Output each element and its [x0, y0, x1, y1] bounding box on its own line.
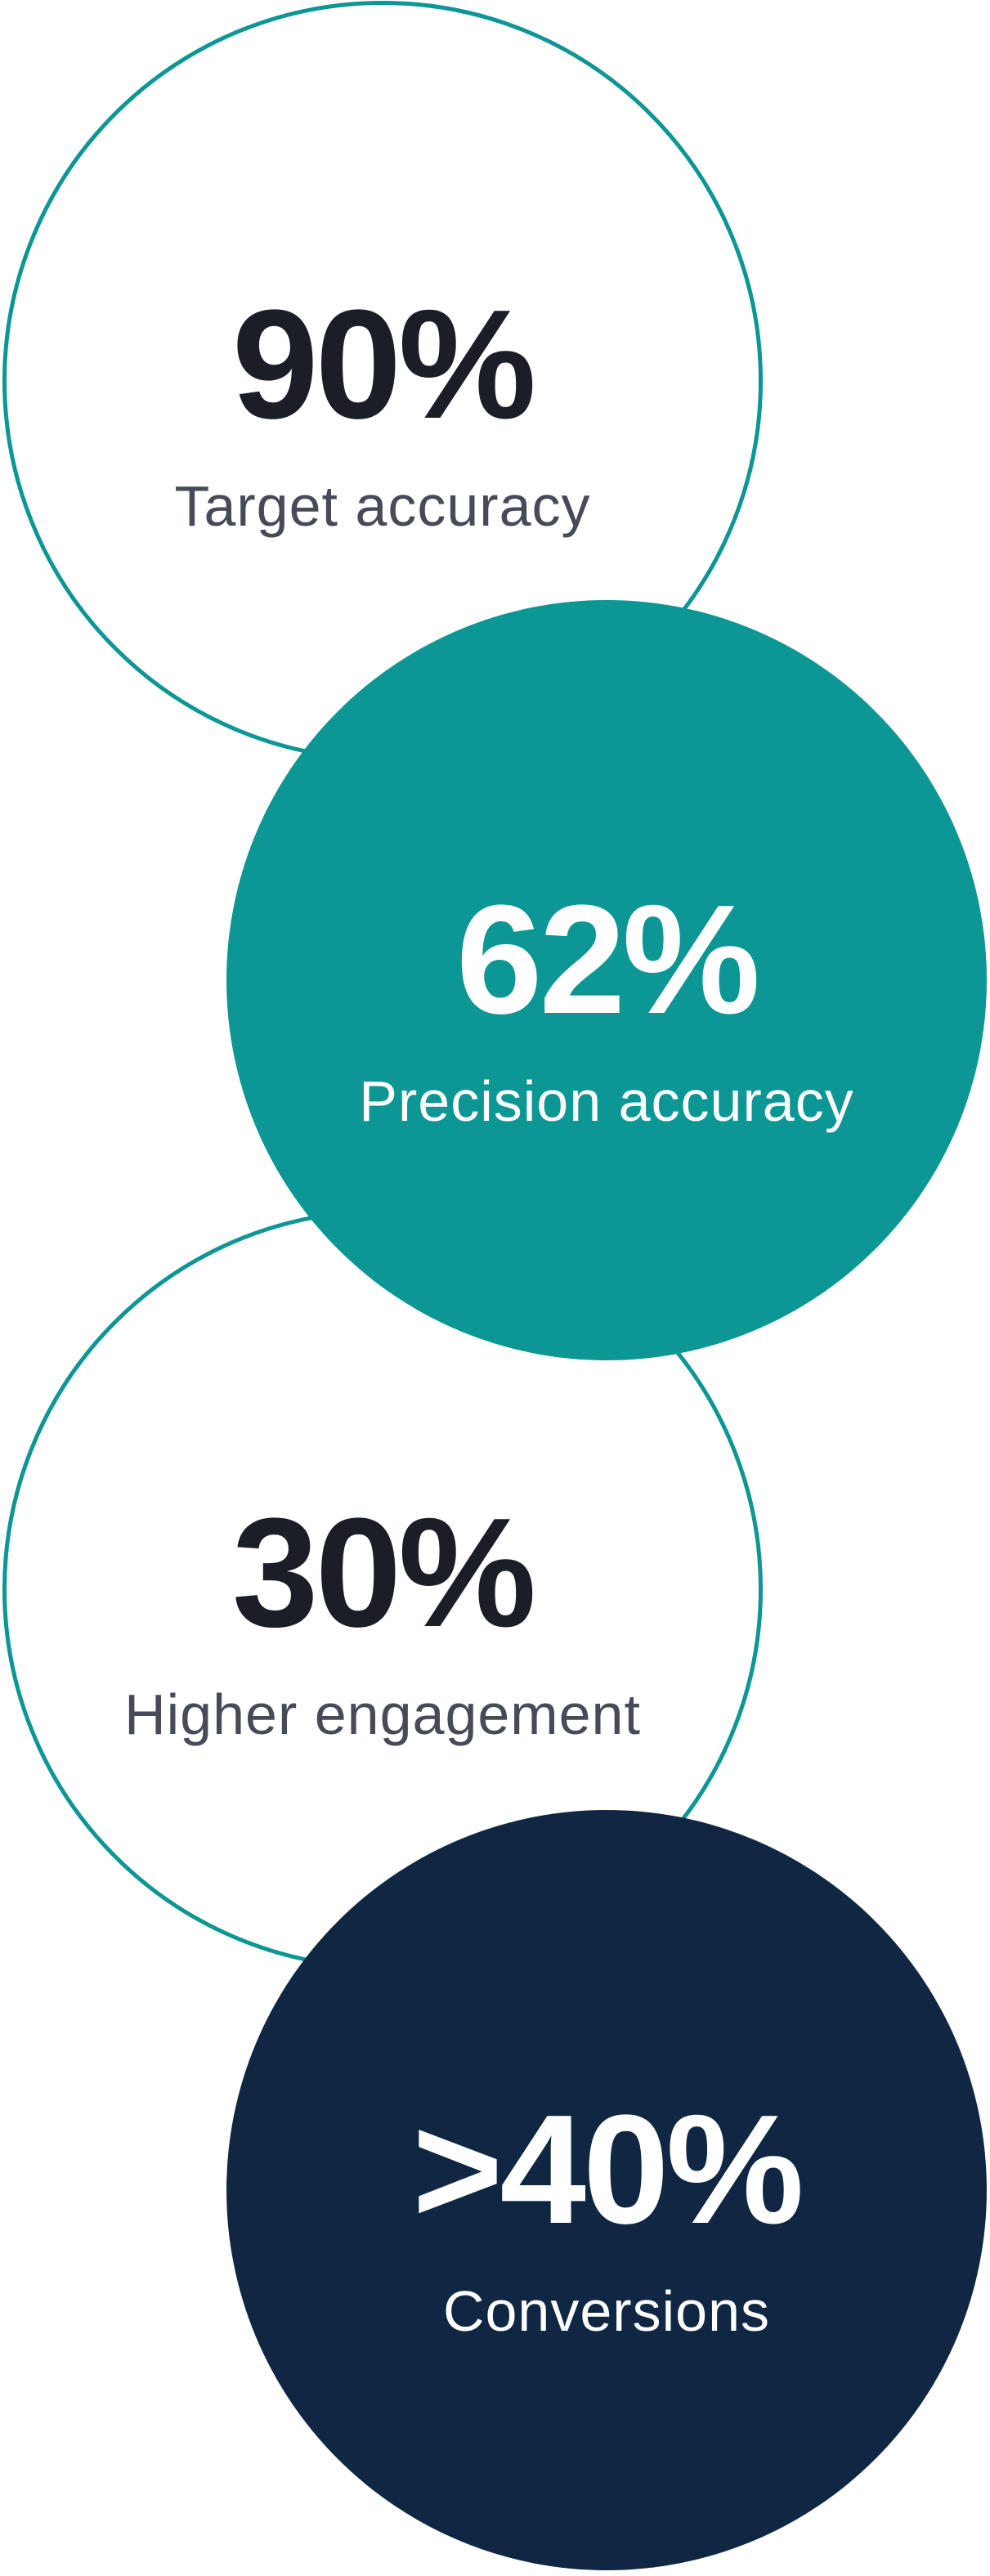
stat-value: 62% — [455, 873, 760, 1046]
stat-label: Conversions — [442, 2279, 771, 2343]
stat-label: Precision accuracy — [359, 1069, 854, 1133]
stat-circle-precision-accuracy: 62% Precision accuracy — [226, 600, 987, 1360]
stat-circle-target-accuracy: 90% Target accuracy — [2, 1, 763, 761]
stat-label: Higher engagement — [124, 1682, 641, 1746]
stat-label: Target accuracy — [174, 474, 591, 538]
stat-circle-higher-engagement: 30% Higher engagement — [2, 1209, 763, 1969]
stat-circle-conversions: >40% Conversions — [226, 1810, 987, 2570]
stat-value: 90% — [231, 278, 536, 451]
stat-value: >40% — [412, 2083, 804, 2256]
stat-value: 30% — [231, 1486, 536, 1660]
